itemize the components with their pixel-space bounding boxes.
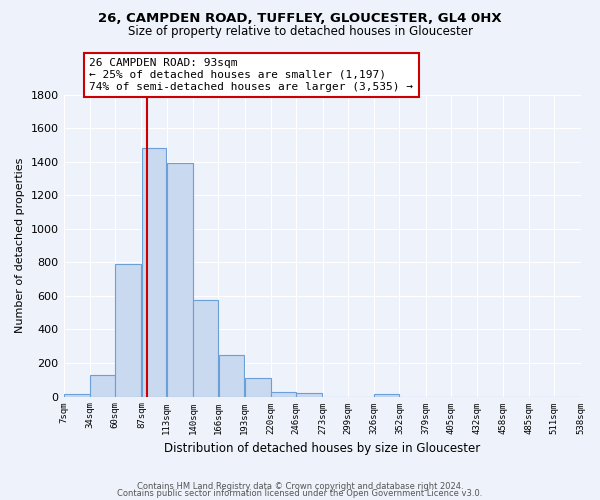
Bar	[167, 164, 193, 396]
Bar	[90, 374, 115, 396]
Text: 26 CAMPDEN ROAD: 93sqm
← 25% of detached houses are smaller (1,197)
74% of semi-: 26 CAMPDEN ROAD: 93sqm ← 25% of detached…	[89, 58, 413, 92]
X-axis label: Distribution of detached houses by size in Gloucester: Distribution of detached houses by size …	[164, 442, 480, 455]
Bar	[193, 300, 218, 396]
Bar	[115, 264, 141, 396]
Bar	[374, 394, 399, 396]
Text: Size of property relative to detached houses in Gloucester: Size of property relative to detached ho…	[128, 25, 473, 38]
Text: Contains HM Land Registry data © Crown copyright and database right 2024.: Contains HM Land Registry data © Crown c…	[137, 482, 463, 491]
Text: Contains public sector information licensed under the Open Government Licence v3: Contains public sector information licen…	[118, 490, 482, 498]
Y-axis label: Number of detached properties: Number of detached properties	[15, 158, 25, 333]
Bar	[245, 378, 271, 396]
Bar	[142, 148, 166, 396]
Bar	[271, 392, 296, 396]
Text: 26, CAMPDEN ROAD, TUFFLEY, GLOUCESTER, GL4 0HX: 26, CAMPDEN ROAD, TUFFLEY, GLOUCESTER, G…	[98, 12, 502, 26]
Bar	[64, 394, 89, 396]
Bar	[296, 393, 322, 396]
Bar	[218, 354, 244, 397]
